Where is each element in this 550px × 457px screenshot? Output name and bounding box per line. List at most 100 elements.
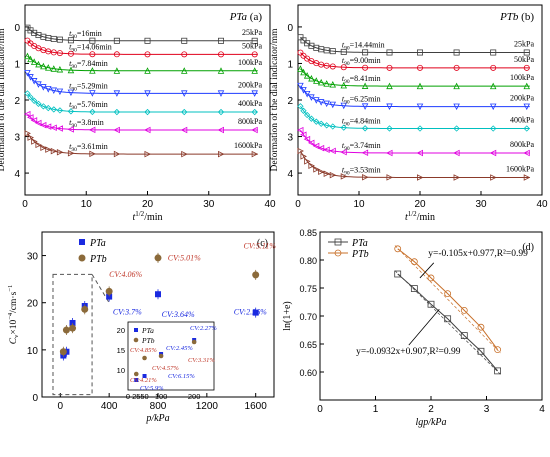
data-point: [523, 64, 530, 71]
data-point: [67, 89, 75, 97]
data-point: [251, 126, 258, 134]
legend-label-PTb: PTb: [89, 254, 107, 265]
data-point: [362, 64, 369, 71]
series-800kPa: 800kPa t90=3.8min: [23, 110, 262, 134]
data-point: [494, 346, 502, 354]
data-point: [50, 49, 57, 56]
cv-label: CV:2.26%: [234, 308, 267, 317]
series-line: [300, 129, 530, 154]
x-tick-label: 800: [150, 401, 167, 412]
data-point: [386, 125, 393, 132]
data-point: [297, 65, 304, 72]
y-tick-label: 0.70: [299, 312, 317, 322]
series-line: [300, 52, 530, 69]
data-point: [45, 64, 52, 71]
data-point: [444, 315, 452, 323]
data-point: [297, 34, 304, 41]
data-point: [217, 67, 225, 74]
inset-cv-label: CV:4.57%: [152, 365, 179, 372]
data-point: [304, 55, 311, 62]
data-point: [297, 103, 304, 110]
inset-legend-marker-PTb: [133, 337, 139, 343]
data-point: [40, 62, 47, 70]
data-point: [27, 55, 34, 63]
series-line: [27, 55, 258, 72]
data-point: [181, 51, 188, 58]
data-point: [35, 60, 42, 68]
data-point: [24, 70, 31, 77]
data-point: [81, 305, 89, 313]
y-tick-label: 0: [14, 23, 20, 34]
data-point: [113, 126, 120, 134]
zoom-connector: [91, 274, 110, 303]
series-line: [397, 273, 498, 372]
data-point: [318, 168, 325, 176]
series-1600kPa: 1600kPa t90=3.61min: [24, 130, 262, 158]
series-line: [27, 113, 258, 131]
inset-x-tick-label: 0: [126, 392, 130, 401]
data-point: [56, 107, 64, 114]
data-point: [27, 134, 35, 141]
y-tick-label: 0.65: [299, 340, 317, 350]
data-point: [323, 62, 330, 69]
chart-panel-b: 0 10 20 30 40 0 1 2 3 4 t1/2/min Deformation of the…: [269, 4, 548, 223]
t90-label: t90=9.00min: [342, 56, 381, 67]
inset-point-PTb: [142, 355, 147, 361]
x-tick-label: 400: [101, 401, 118, 412]
data-point: [490, 49, 497, 56]
legend-marker-PTa: [79, 239, 85, 245]
inset-x-tick-label: 50: [140, 392, 148, 401]
inset-legend-label-PTb: PTb: [141, 336, 155, 345]
data-point: [340, 81, 347, 89]
t90-label: t90=5.76min: [69, 100, 108, 111]
data-point: [217, 90, 225, 97]
data-point: [24, 90, 31, 97]
data-point: [340, 173, 348, 180]
data-point: [308, 58, 315, 65]
series-line: [27, 93, 258, 113]
series-line: [27, 27, 258, 42]
data-point: [31, 138, 38, 145]
inset-x-tick-label: 25: [132, 392, 140, 401]
data-point: [490, 174, 497, 181]
data-point: [313, 97, 320, 104]
legend-marker-PTb: [334, 249, 342, 257]
data-point: [299, 131, 307, 139]
data-point: [181, 108, 188, 116]
series-label: 800kPa: [510, 140, 534, 149]
data-point: [386, 103, 393, 111]
data-point: [523, 149, 530, 157]
data-point: [113, 37, 120, 44]
data-point: [50, 147, 58, 155]
data-point: [453, 149, 460, 157]
inset-legend-label-PTa: PTa: [141, 326, 154, 335]
data-point: [523, 125, 530, 132]
data-point: [453, 174, 461, 181]
data-point: [308, 74, 315, 82]
equation-arrow-2: [408, 309, 440, 346]
data-point: [308, 162, 315, 170]
data-point: [460, 306, 468, 314]
x-tick-label: 2: [428, 404, 434, 415]
legend-marker-PTb: [78, 254, 86, 262]
data-point: [30, 58, 38, 65]
y-tick-label: 0.85: [299, 228, 317, 238]
t90-label: t90=14.44min: [342, 41, 385, 52]
data-point: [523, 103, 530, 111]
x-tick-label: 1200: [196, 401, 219, 412]
data-point: [62, 326, 70, 334]
x-tick-label: 10: [81, 199, 93, 210]
y-axis-label: ln(1+e): [282, 301, 293, 331]
series-PTb: [394, 245, 502, 354]
data-point: [323, 80, 330, 87]
inset-point-PTa: [142, 374, 147, 378]
data-point: [44, 123, 52, 130]
inset-point-PTb: [191, 339, 197, 345]
data-point: [105, 287, 113, 295]
data-point: [427, 274, 435, 282]
data-point: [56, 148, 64, 156]
data-point: [154, 254, 162, 262]
data-point: [113, 51, 120, 58]
data-point: [453, 64, 460, 71]
series-line: [27, 133, 258, 155]
